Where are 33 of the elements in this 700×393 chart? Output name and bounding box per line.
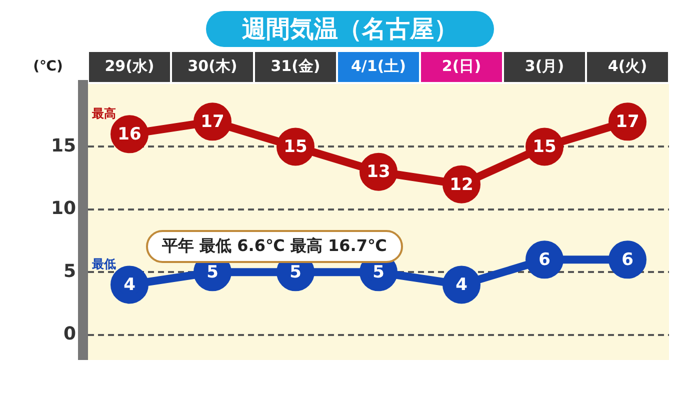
y-tick-label: 15 bbox=[50, 135, 76, 156]
point bbox=[608, 240, 646, 279]
series-label: 最低 bbox=[91, 256, 116, 271]
y-tick-label: 5 bbox=[63, 260, 76, 282]
data-label: 5 bbox=[290, 262, 302, 283]
y-tick-label: 10 bbox=[50, 198, 76, 220]
y-tick-label: 0 bbox=[63, 324, 76, 345]
data-label: 17 bbox=[200, 112, 224, 132]
data-label: 4 bbox=[124, 275, 136, 296]
data-label: 17 bbox=[616, 112, 640, 132]
x-tick-label: 3(月) bbox=[524, 56, 564, 75]
x-tick-label: 4(火) bbox=[608, 56, 648, 75]
data-label: 6 bbox=[622, 250, 634, 270]
data-label: 13 bbox=[366, 162, 390, 182]
data-label: 12 bbox=[450, 174, 474, 195]
x-tick-label: 29(水) bbox=[104, 56, 154, 75]
data-label: 15 bbox=[532, 137, 556, 158]
x-tick-label: 31(金) bbox=[270, 56, 320, 75]
y-axis-title: (℃) bbox=[33, 58, 63, 75]
data-label: 5 bbox=[206, 262, 218, 283]
point bbox=[526, 240, 564, 279]
annotation: 平年 最低 6.6℃ 最高 16.7℃ bbox=[146, 230, 403, 263]
data-label: 6 bbox=[538, 250, 550, 270]
x-tick-label: 2(日) bbox=[442, 56, 482, 75]
data-label: 4 bbox=[456, 275, 468, 296]
data-label: 5 bbox=[372, 262, 384, 283]
chart-title: 週間気温（名古屋） bbox=[206, 11, 494, 47]
series-label: 最高 bbox=[91, 106, 116, 120]
data-label: 15 bbox=[284, 137, 308, 158]
data-label: 16 bbox=[118, 124, 142, 145]
x-tick-label: 30(木) bbox=[188, 56, 238, 75]
x-tick-label: 4/1(土) bbox=[350, 56, 406, 75]
point bbox=[442, 266, 480, 304]
